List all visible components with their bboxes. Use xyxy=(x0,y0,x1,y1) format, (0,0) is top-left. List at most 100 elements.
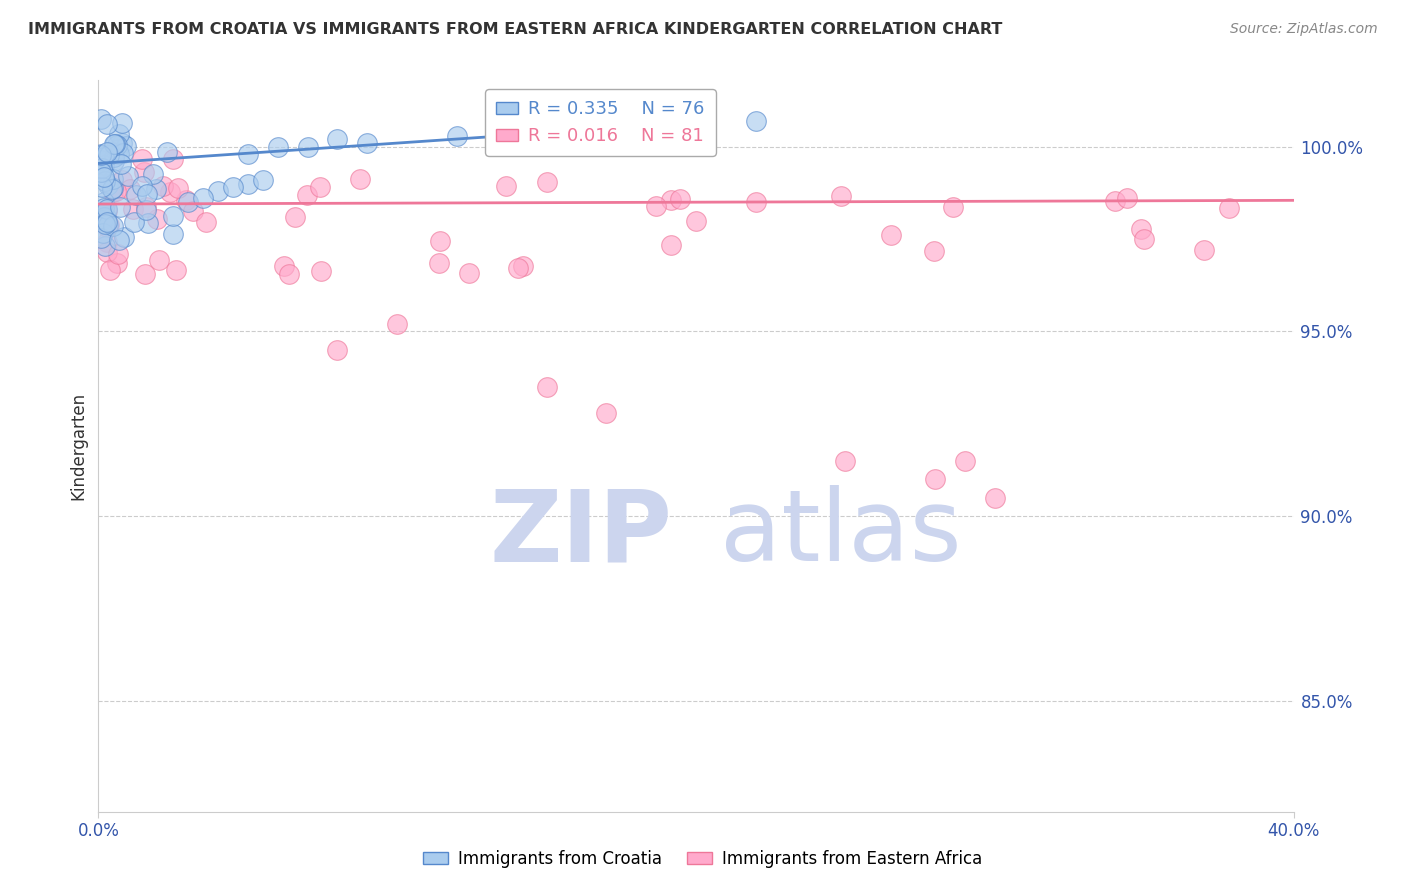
Point xyxy=(134,267,156,281)
Point xyxy=(122,202,145,216)
Point xyxy=(167,181,190,195)
Point xyxy=(135,187,157,202)
Point xyxy=(103,136,125,151)
Point xyxy=(1218,201,1240,215)
Point xyxy=(108,127,131,141)
Point xyxy=(107,142,129,156)
Point xyxy=(159,185,181,199)
Point xyxy=(110,157,132,171)
Legend: Immigrants from Croatia, Immigrants from Eastern Africa: Immigrants from Croatia, Immigrants from… xyxy=(416,844,990,875)
Point xyxy=(103,219,125,234)
Point xyxy=(96,117,118,131)
Point xyxy=(90,165,112,179)
Point xyxy=(273,260,295,274)
Point xyxy=(508,261,530,276)
Text: IMMIGRANTS FROM CROATIA VS IMMIGRANTS FROM EASTERN AFRICA KINDERGARTEN CORRELATI: IMMIGRANTS FROM CROATIA VS IMMIGRANTS FR… xyxy=(28,22,1002,37)
Text: Source: ZipAtlas.com: Source: ZipAtlas.com xyxy=(1230,22,1378,37)
Point xyxy=(97,218,120,232)
Point xyxy=(103,153,125,168)
Point xyxy=(536,121,558,136)
Point xyxy=(536,176,558,190)
Point xyxy=(101,182,124,196)
Point xyxy=(165,262,187,277)
Text: ZIP: ZIP xyxy=(489,485,672,582)
Point xyxy=(94,239,117,253)
Point xyxy=(356,136,378,150)
Point xyxy=(1133,232,1156,246)
Point xyxy=(138,216,160,230)
Point xyxy=(308,180,330,194)
Point xyxy=(174,194,197,208)
Point xyxy=(91,180,114,194)
Point xyxy=(385,317,409,331)
Point xyxy=(90,153,112,167)
Point xyxy=(108,146,131,161)
Point xyxy=(1192,244,1215,258)
Point xyxy=(91,226,114,240)
Point xyxy=(97,218,120,232)
Point xyxy=(101,186,124,200)
Point xyxy=(97,178,120,192)
Point xyxy=(745,195,768,210)
Point xyxy=(97,148,120,162)
Point xyxy=(101,181,124,195)
Point xyxy=(135,200,157,214)
Point xyxy=(162,227,184,241)
Point xyxy=(645,199,668,213)
Point xyxy=(93,201,115,215)
Point xyxy=(326,343,349,357)
Point xyxy=(685,213,707,227)
Point xyxy=(96,245,118,260)
Point xyxy=(108,201,131,215)
Point xyxy=(145,211,167,226)
Point xyxy=(118,182,141,196)
Point xyxy=(131,179,153,194)
Point xyxy=(148,253,170,268)
Point xyxy=(108,233,131,247)
Point xyxy=(277,267,299,281)
Point xyxy=(195,214,218,228)
Point xyxy=(284,210,307,224)
Point xyxy=(132,165,155,179)
Point xyxy=(93,217,115,231)
Point xyxy=(107,247,129,261)
Point xyxy=(685,118,707,132)
Point xyxy=(295,187,318,202)
Point xyxy=(191,192,214,206)
Point xyxy=(96,215,118,229)
Point xyxy=(104,136,127,151)
Point xyxy=(207,184,229,198)
Point xyxy=(93,194,115,209)
Point xyxy=(595,406,617,420)
Point xyxy=(96,220,118,235)
Point xyxy=(427,256,450,270)
Point xyxy=(222,180,245,194)
Point xyxy=(267,140,290,154)
Point xyxy=(103,150,125,164)
Point xyxy=(924,472,946,486)
Point xyxy=(512,259,534,273)
Point xyxy=(659,194,682,208)
Point xyxy=(745,114,768,128)
Point xyxy=(668,192,690,206)
Point xyxy=(922,244,945,258)
Point xyxy=(879,227,901,242)
Point xyxy=(96,204,118,219)
Point xyxy=(93,158,115,172)
Point xyxy=(953,454,976,468)
Point xyxy=(93,170,115,185)
Text: atlas: atlas xyxy=(720,485,962,582)
Point xyxy=(111,145,134,160)
Point xyxy=(90,161,112,175)
Point xyxy=(834,454,856,468)
Point xyxy=(122,215,145,229)
Point xyxy=(112,229,135,244)
Point xyxy=(135,203,157,218)
Point xyxy=(101,172,124,186)
Point xyxy=(349,171,371,186)
Point xyxy=(1130,222,1153,236)
Point xyxy=(117,169,139,183)
Point xyxy=(111,173,134,187)
Point xyxy=(90,112,112,126)
Point xyxy=(177,195,200,210)
